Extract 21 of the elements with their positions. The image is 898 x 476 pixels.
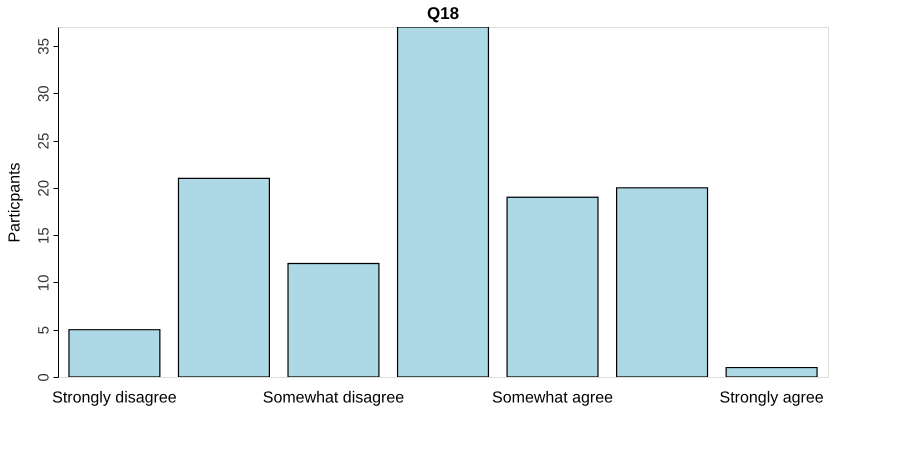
y-tick-label: 25 [36,132,52,150]
bar [506,196,599,377]
y-tick-label: 5 [36,326,52,334]
y-tick-label: 0 [36,373,52,382]
y-tick-label: 30 [36,85,52,102]
x-tick-label: Strongly disagree [52,390,177,406]
chart-title: Q18 [426,4,460,23]
bar [616,187,708,377]
bar [287,262,380,377]
y-tick-label: 20 [36,180,52,197]
x-tick-label: Strongly agree [720,390,824,406]
x-tick-label: Somewhat disagree [262,390,404,406]
y-tick-label: 35 [36,38,52,55]
y-tick-label: 15 [36,227,52,244]
bar [68,329,160,377]
bar [726,366,818,377]
bar [396,27,490,377]
y-axis-title: Particpants [6,162,24,243]
x-tick-label: Somewhat agree [492,390,614,406]
y-tick-label: 10 [36,274,52,292]
bar [178,178,270,377]
